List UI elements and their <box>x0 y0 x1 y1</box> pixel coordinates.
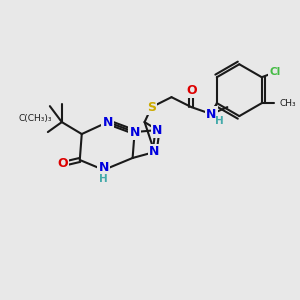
Text: CH₃: CH₃ <box>280 99 296 108</box>
Text: N: N <box>152 124 163 136</box>
Text: Cl: Cl <box>269 67 280 77</box>
Text: H: H <box>215 116 224 126</box>
Text: S: S <box>147 100 156 114</box>
Text: N: N <box>129 126 140 139</box>
Text: O: O <box>58 158 68 170</box>
Text: H: H <box>99 174 108 184</box>
Text: N: N <box>103 116 113 129</box>
Text: O: O <box>186 84 197 97</box>
Text: N: N <box>149 146 160 158</box>
Text: N: N <box>98 161 109 174</box>
Text: N: N <box>206 108 217 121</box>
Text: C(CH₃)₃: C(CH₃)₃ <box>18 114 52 123</box>
